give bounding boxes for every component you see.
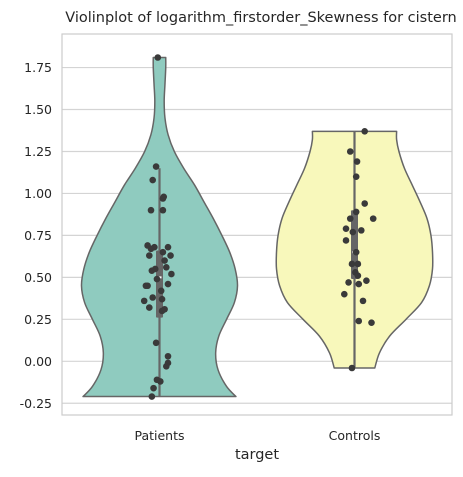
data-point	[352, 248, 360, 256]
data-point	[158, 295, 166, 303]
data-point	[149, 176, 156, 184]
data-point	[150, 384, 157, 392]
data-point	[167, 252, 174, 259]
data-point	[345, 279, 352, 286]
data-point	[342, 237, 350, 244]
data-point	[148, 393, 156, 400]
data-point	[154, 54, 162, 61]
data-point	[146, 304, 153, 311]
y-axis: -0.25 0.00 0.25 0.50 0.75 1.00 1.25 1.50 1.75	[20, 60, 52, 411]
data-point	[159, 206, 167, 214]
data-point	[359, 297, 367, 305]
data-point	[355, 280, 363, 288]
data-point	[147, 245, 155, 253]
data-point	[358, 227, 365, 234]
y-tick-label: 1.25	[24, 144, 52, 159]
data-point	[144, 282, 151, 290]
x-axis: Patients Controls	[134, 428, 380, 443]
data-point	[361, 200, 369, 207]
data-point	[159, 195, 167, 202]
data-point	[152, 339, 160, 347]
y-tick-label: 1.75	[24, 60, 52, 75]
data-point	[152, 163, 160, 170]
data-point	[352, 173, 360, 180]
data-point	[348, 364, 356, 372]
data-point	[352, 208, 360, 216]
y-tick-label: -0.25	[20, 396, 52, 411]
y-tick-label: 1.00	[24, 186, 52, 201]
data-point	[346, 148, 354, 155]
data-point	[346, 215, 354, 222]
data-point	[164, 352, 172, 360]
data-point	[349, 228, 357, 236]
data-point	[168, 270, 175, 278]
data-point	[355, 317, 363, 325]
chart-title: Violinplot of logarithm_firstorder_Skewn…	[65, 10, 457, 26]
x-tick-label: Patients	[134, 428, 184, 443]
data-point	[354, 272, 362, 279]
data-point	[140, 297, 148, 305]
y-tick-label: 0.00	[24, 354, 52, 369]
data-point	[361, 128, 369, 135]
plot-frame	[61, 33, 453, 416]
data-point	[159, 248, 167, 256]
y-tick-label: 1.50	[24, 102, 52, 117]
data-point	[157, 378, 164, 385]
data-point	[353, 158, 361, 165]
data-point	[163, 263, 170, 271]
data-point	[363, 277, 370, 285]
data-point	[148, 267, 156, 274]
data-point	[341, 290, 348, 298]
data-point	[158, 307, 166, 315]
data-point	[164, 280, 172, 288]
data-point	[164, 243, 172, 251]
data-point	[354, 260, 362, 268]
violin-layer	[80, 56, 434, 398]
y-tick-label: 0.75	[24, 228, 52, 243]
x-tick-label: Controls	[329, 428, 381, 443]
data-point	[163, 363, 170, 370]
data-point	[348, 260, 356, 268]
data-point	[147, 206, 155, 214]
data-point	[153, 275, 161, 283]
data-point	[368, 319, 375, 326]
data-point	[157, 287, 165, 295]
point-layer	[140, 54, 377, 400]
data-point	[342, 225, 350, 232]
data-point	[369, 215, 377, 222]
data-point	[146, 252, 153, 259]
data-point	[149, 294, 156, 301]
y-tick-label: 0.25	[24, 312, 52, 327]
data-point	[161, 257, 168, 264]
y-tick-label: 0.50	[24, 270, 52, 285]
x-axis-label: target	[235, 447, 279, 463]
